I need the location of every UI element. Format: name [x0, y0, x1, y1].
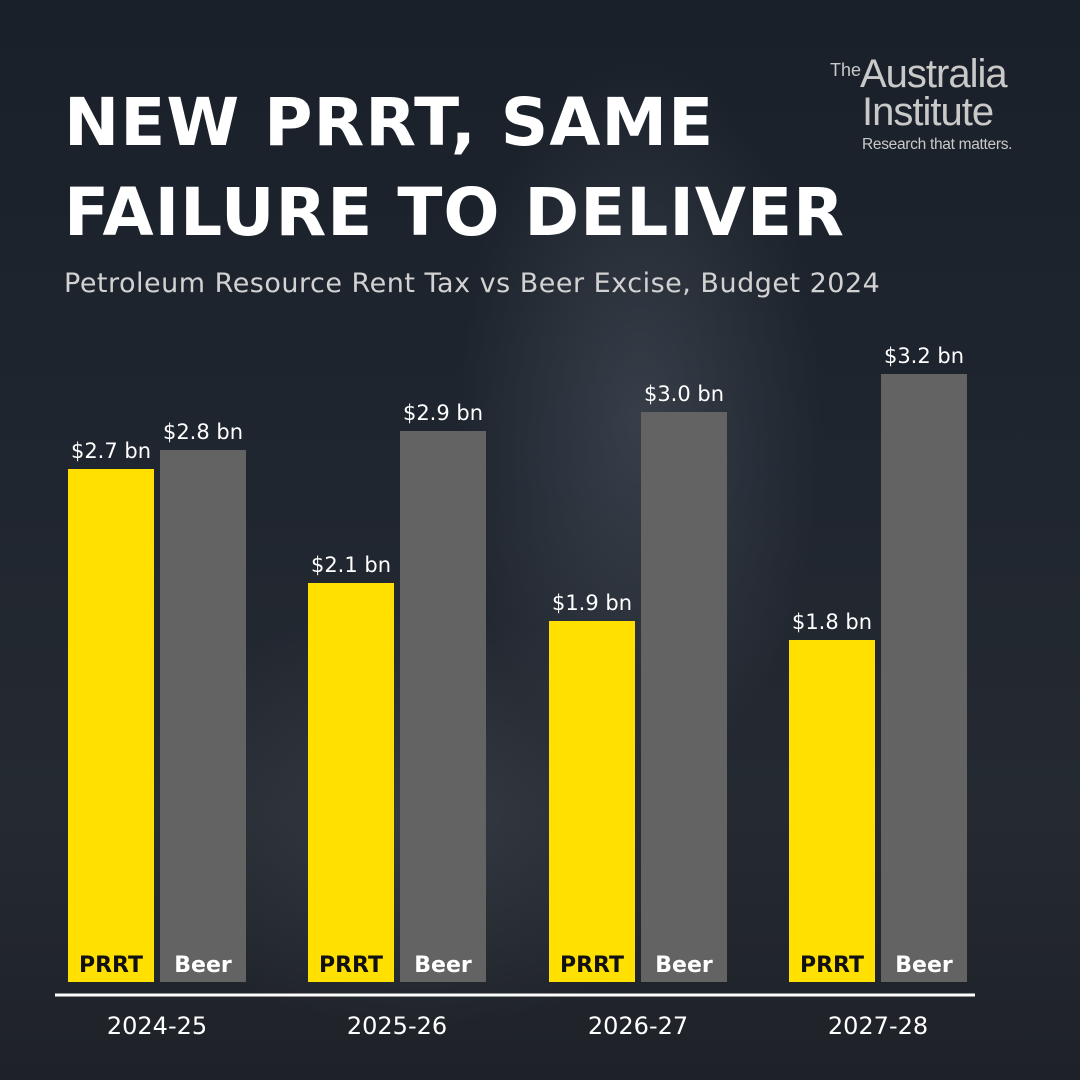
bar-prrt-2024-25	[68, 469, 154, 982]
value-label-beer-2027-28: $3.2 bn	[884, 344, 964, 368]
series-label-beer-2027-28: Beer	[895, 953, 953, 978]
series-label-prrt-2025-26: PRRT	[319, 953, 383, 978]
series-label-prrt-2026-27: PRRT	[560, 953, 624, 978]
bar-beer-2025-26	[400, 431, 486, 982]
series-label-beer-2025-26: Beer	[414, 953, 472, 978]
x-tick-label-2026-27: 2026-27	[588, 1012, 688, 1040]
logo-tagline: Research that matters.	[862, 136, 1013, 153]
series-label-prrt-2024-25: PRRT	[79, 953, 143, 978]
x-tick-label-2025-26: 2025-26	[347, 1012, 447, 1040]
value-label-prrt-2027-28: $1.8 bn	[792, 610, 872, 634]
x-tick-label-2027-28: 2027-28	[828, 1012, 928, 1040]
logo-line-1: Australia	[860, 52, 1008, 96]
value-label-prrt-2024-25: $2.7 bn	[71, 439, 151, 463]
chart-subtitle: Petroleum Resource Rent Tax vs Beer Exci…	[64, 268, 881, 299]
bar-beer-2024-25	[160, 450, 246, 982]
value-label-prrt-2026-27: $1.9 bn	[552, 591, 632, 615]
bar-beer-2026-27	[641, 412, 727, 982]
value-label-beer-2026-27: $3.0 bn	[644, 382, 724, 406]
bar-prrt-2027-28	[789, 640, 875, 982]
series-label-beer-2026-27: Beer	[655, 953, 713, 978]
title-line-1: NEW PRRT, SAME	[64, 84, 715, 161]
australia-institute-logo: The Australia Institute Research that ma…	[830, 52, 1030, 158]
series-label-prrt-2027-28: PRRT	[800, 953, 864, 978]
x-tick-label-2024-25: 2024-25	[107, 1012, 207, 1040]
logo-the: The	[830, 60, 862, 80]
bar-prrt-2026-27	[549, 621, 635, 982]
series-label-beer-2024-25: Beer	[174, 953, 232, 978]
title-line-2: FAILURE TO DELIVER	[64, 174, 845, 251]
chart-title: NEW PRRT, SAME FAILURE TO DELIVER	[64, 78, 864, 258]
value-label-prrt-2025-26: $2.1 bn	[311, 553, 391, 577]
bar-beer-2027-28	[881, 374, 967, 982]
value-label-beer-2024-25: $2.8 bn	[163, 420, 243, 444]
value-label-beer-2025-26: $2.9 bn	[403, 401, 483, 425]
logo-line-2: Institute	[862, 90, 994, 134]
bar-prrt-2025-26	[308, 583, 394, 982]
